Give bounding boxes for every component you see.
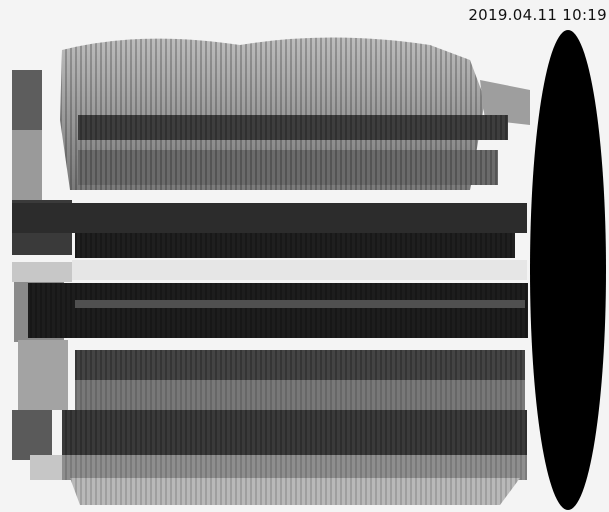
light-gap [72, 260, 527, 280]
central-rod [12, 203, 527, 258]
timestamp-label: 2019.04.11 10:19 [468, 6, 607, 24]
middle-dark-band [28, 283, 528, 338]
upper-dark-band [78, 115, 508, 185]
end-cap [530, 30, 606, 510]
lower-ribbed-layers [62, 350, 527, 505]
